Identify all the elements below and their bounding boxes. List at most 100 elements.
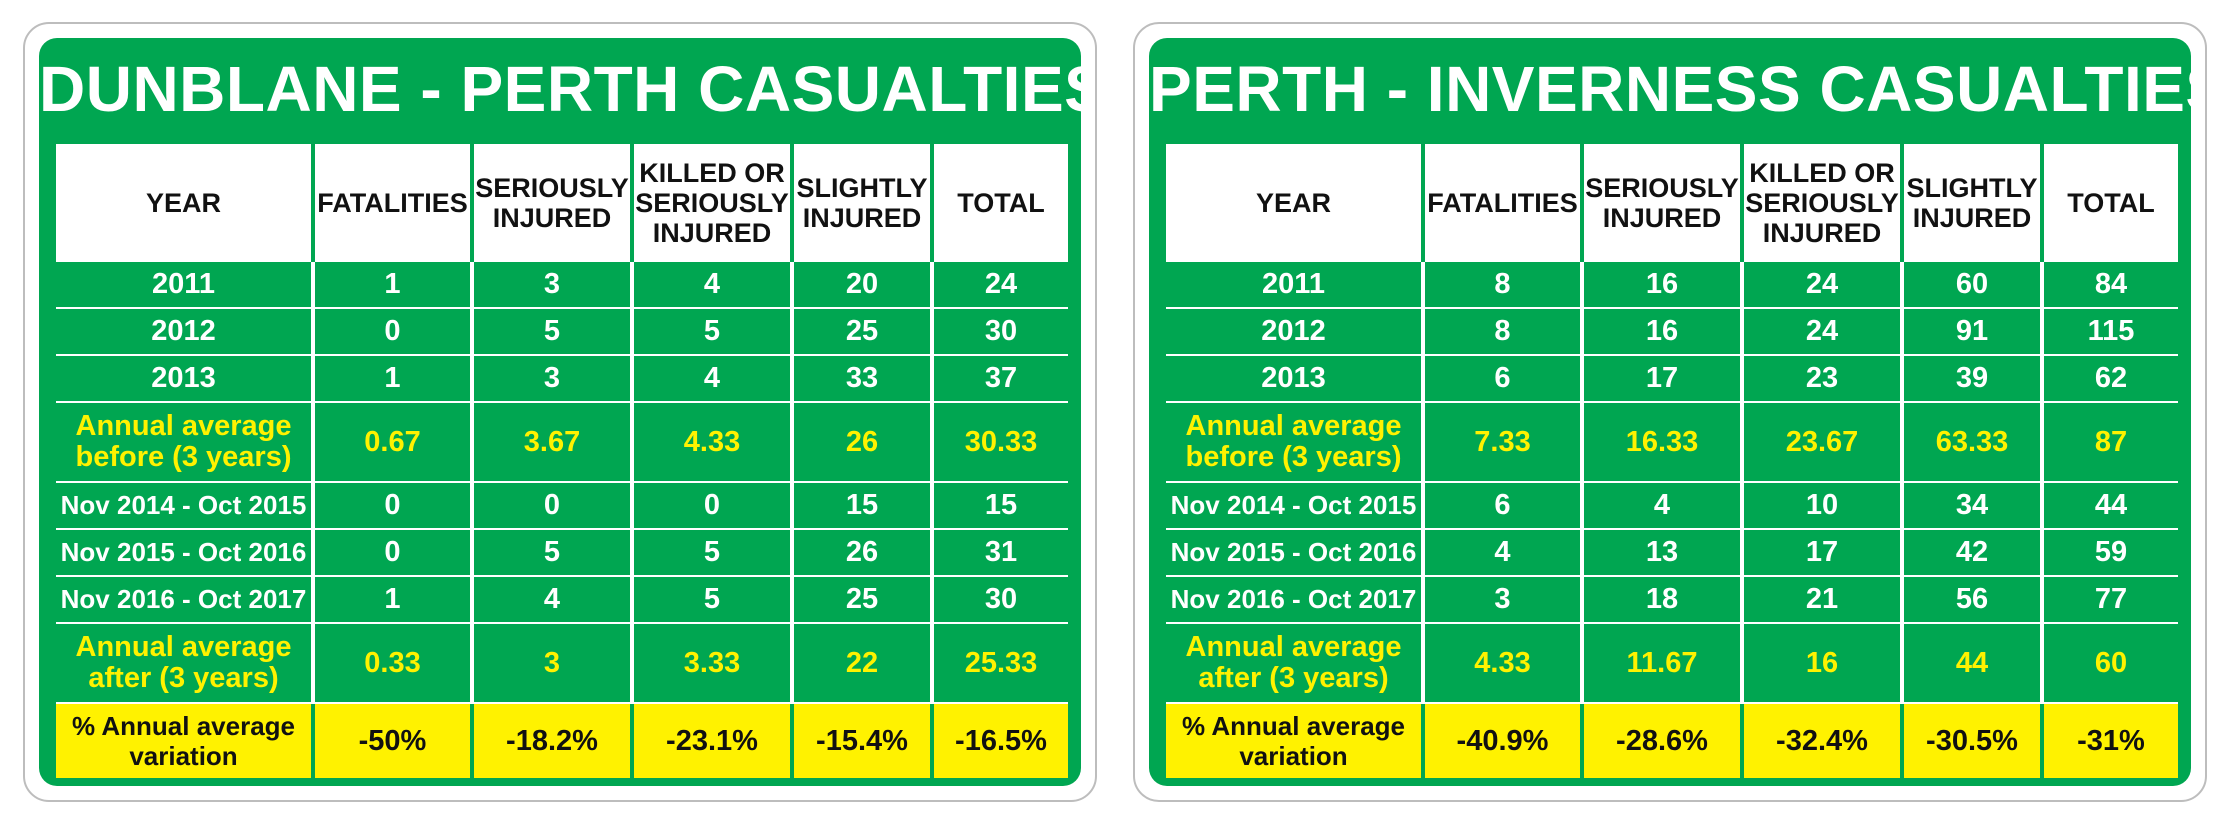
- data-cell: 7.33: [1421, 402, 1582, 483]
- data-cell: 4: [1421, 529, 1582, 577]
- dunblane-perth-panel: DUNBLANE - PERTH CASUALTIES YEAR FATALITI…: [23, 22, 1097, 802]
- data-cell: 18: [1580, 576, 1742, 624]
- data-cell: 4: [1580, 482, 1742, 530]
- data-cell: -30.5%: [1900, 703, 2042, 778]
- data-cell: 8: [1421, 262, 1582, 309]
- year-row: 2013 6 17 23 39 62: [1166, 355, 2178, 403]
- average-before-row: Annual average before (3 years) 0.67 3.67 4…: [56, 402, 1068, 483]
- column-header: KILLED OR SERIOUSLY INJURED: [1740, 144, 1902, 262]
- column-header: SERIOUSLY INJURED: [470, 144, 632, 262]
- row-label: % Annual average variation: [56, 703, 313, 778]
- data-cell: 4: [630, 355, 792, 403]
- data-cell: 13: [1580, 529, 1742, 577]
- data-cell: 3: [470, 355, 632, 403]
- data-cell: 16: [1580, 308, 1742, 356]
- data-cell: -15.4%: [790, 703, 932, 778]
- data-cell: 33: [790, 355, 932, 403]
- header-row: YEAR FATALITIES SERIOUSLY INJURED KILLED OR…: [56, 144, 1068, 262]
- row-label: 2011: [1166, 262, 1423, 309]
- data-cell: 39: [1900, 355, 2042, 403]
- data-cell: 16.33: [1580, 402, 1742, 483]
- row-label: Annual average before (3 years): [56, 402, 313, 483]
- data-cell: 60: [1900, 262, 2042, 309]
- data-cell: 3: [470, 623, 632, 704]
- data-cell: 4: [630, 262, 792, 309]
- data-cell: -31%: [2040, 703, 2178, 778]
- data-cell: 1: [311, 355, 472, 403]
- row-label: % Annual average variation: [1166, 703, 1423, 778]
- data-cell: 63.33: [1900, 402, 2042, 483]
- year-row: 2013 1 3 4 33 37: [56, 355, 1068, 403]
- row-label: Nov 2016 - Oct 2017: [1166, 576, 1423, 624]
- data-cell: 87: [2040, 402, 2178, 483]
- data-cell: 3.33: [630, 623, 792, 704]
- data-cell: 22: [790, 623, 932, 704]
- header-row: YEAR FATALITIES SERIOUSLY INJURED KILLED OR…: [1166, 144, 2178, 262]
- data-cell: 17: [1740, 529, 1902, 577]
- data-cell: 24: [930, 262, 1068, 309]
- data-cell: 37: [930, 355, 1068, 403]
- data-cell: -32.4%: [1740, 703, 1902, 778]
- table-title: PERTH - INVERNESS CASUALTIES: [1149, 53, 2191, 125]
- column-header: SLIGHTLY INJURED: [1900, 144, 2042, 262]
- data-cell: 10: [1740, 482, 1902, 530]
- data-cell: 15: [790, 482, 932, 530]
- period-row: Nov 2014 - Oct 2015 6 4 10 34 44: [1166, 482, 2178, 530]
- data-cell: 115: [2040, 308, 2178, 356]
- data-cell: -23.1%: [630, 703, 792, 778]
- data-cell: 3: [470, 262, 632, 309]
- data-cell: 56: [1900, 576, 2042, 624]
- row-label: Annual average before (3 years): [1166, 402, 1423, 483]
- data-cell: 23.67: [1740, 402, 1902, 483]
- column-header: FATALITIES: [1421, 144, 1582, 262]
- data-cell: 44: [1900, 623, 2042, 704]
- data-cell: 84: [2040, 262, 2178, 309]
- data-cell: 15: [930, 482, 1068, 530]
- average-after-row: Annual average after (3 years) 0.33 3 3.33 2…: [56, 623, 1068, 704]
- data-cell: 0.33: [311, 623, 472, 704]
- column-header: FATALITIES: [311, 144, 472, 262]
- average-after-row: Annual average after (3 years) 4.33 11.67 1…: [1166, 623, 2178, 704]
- data-cell: -18.2%: [470, 703, 632, 778]
- column-header: KILLED OR SERIOUSLY INJURED: [630, 144, 792, 262]
- data-cell: 23: [1740, 355, 1902, 403]
- data-cell: 0: [311, 529, 472, 577]
- data-cell: -28.6%: [1580, 703, 1742, 778]
- variation-row: % Annual average variation -40.9% -28.6% -3…: [1166, 703, 2178, 778]
- data-cell: 6: [1421, 355, 1582, 403]
- data-cell: 0: [311, 482, 472, 530]
- row-label: 2012: [1166, 308, 1423, 356]
- data-cell: 34: [1900, 482, 2042, 530]
- row-label: 2011: [56, 262, 313, 309]
- data-cell: 5: [630, 308, 792, 356]
- data-cell: 31: [930, 529, 1068, 577]
- data-cell: 16: [1740, 623, 1902, 704]
- data-cell: 4.33: [1421, 623, 1582, 704]
- data-cell: 5: [630, 576, 792, 624]
- data-cell: 17: [1580, 355, 1742, 403]
- data-cell: 77: [2040, 576, 2178, 624]
- data-cell: 6: [1421, 482, 1582, 530]
- data-cell: 91: [1900, 308, 2042, 356]
- data-cell: 3.67: [470, 402, 632, 483]
- year-row: 2012 0 5 5 25 30: [56, 308, 1068, 356]
- period-row: Nov 2015 - Oct 2016 4 13 17 42 59: [1166, 529, 2178, 577]
- data-cell: 11.67: [1580, 623, 1742, 704]
- row-label: Annual average after (3 years): [56, 623, 313, 704]
- period-row: Nov 2016 - Oct 2017 3 18 21 56 77: [1166, 576, 2178, 624]
- data-cell: 26: [790, 529, 932, 577]
- period-row: Nov 2015 - Oct 2016 0 5 5 26 31: [56, 529, 1068, 577]
- data-cell: 4.33: [630, 402, 792, 483]
- data-cell: 21: [1740, 576, 1902, 624]
- year-row: 2011 1 3 4 20 24: [56, 262, 1068, 309]
- data-cell: 16: [1580, 262, 1742, 309]
- data-cell: 0.67: [311, 402, 472, 483]
- data-cell: 44: [2040, 482, 2178, 530]
- casualties-table: YEAR FATALITIES SERIOUSLY INJURED KILLED OR…: [1166, 144, 2178, 778]
- data-cell: 24: [1740, 262, 1902, 309]
- data-cell: 8: [1421, 308, 1582, 356]
- data-cell: 30: [930, 308, 1068, 356]
- column-header: YEAR: [1166, 144, 1423, 262]
- year-row: 2012 8 16 24 91 115: [1166, 308, 2178, 356]
- casualties-table: YEAR FATALITIES SERIOUSLY INJURED KILLED OR…: [56, 144, 1068, 778]
